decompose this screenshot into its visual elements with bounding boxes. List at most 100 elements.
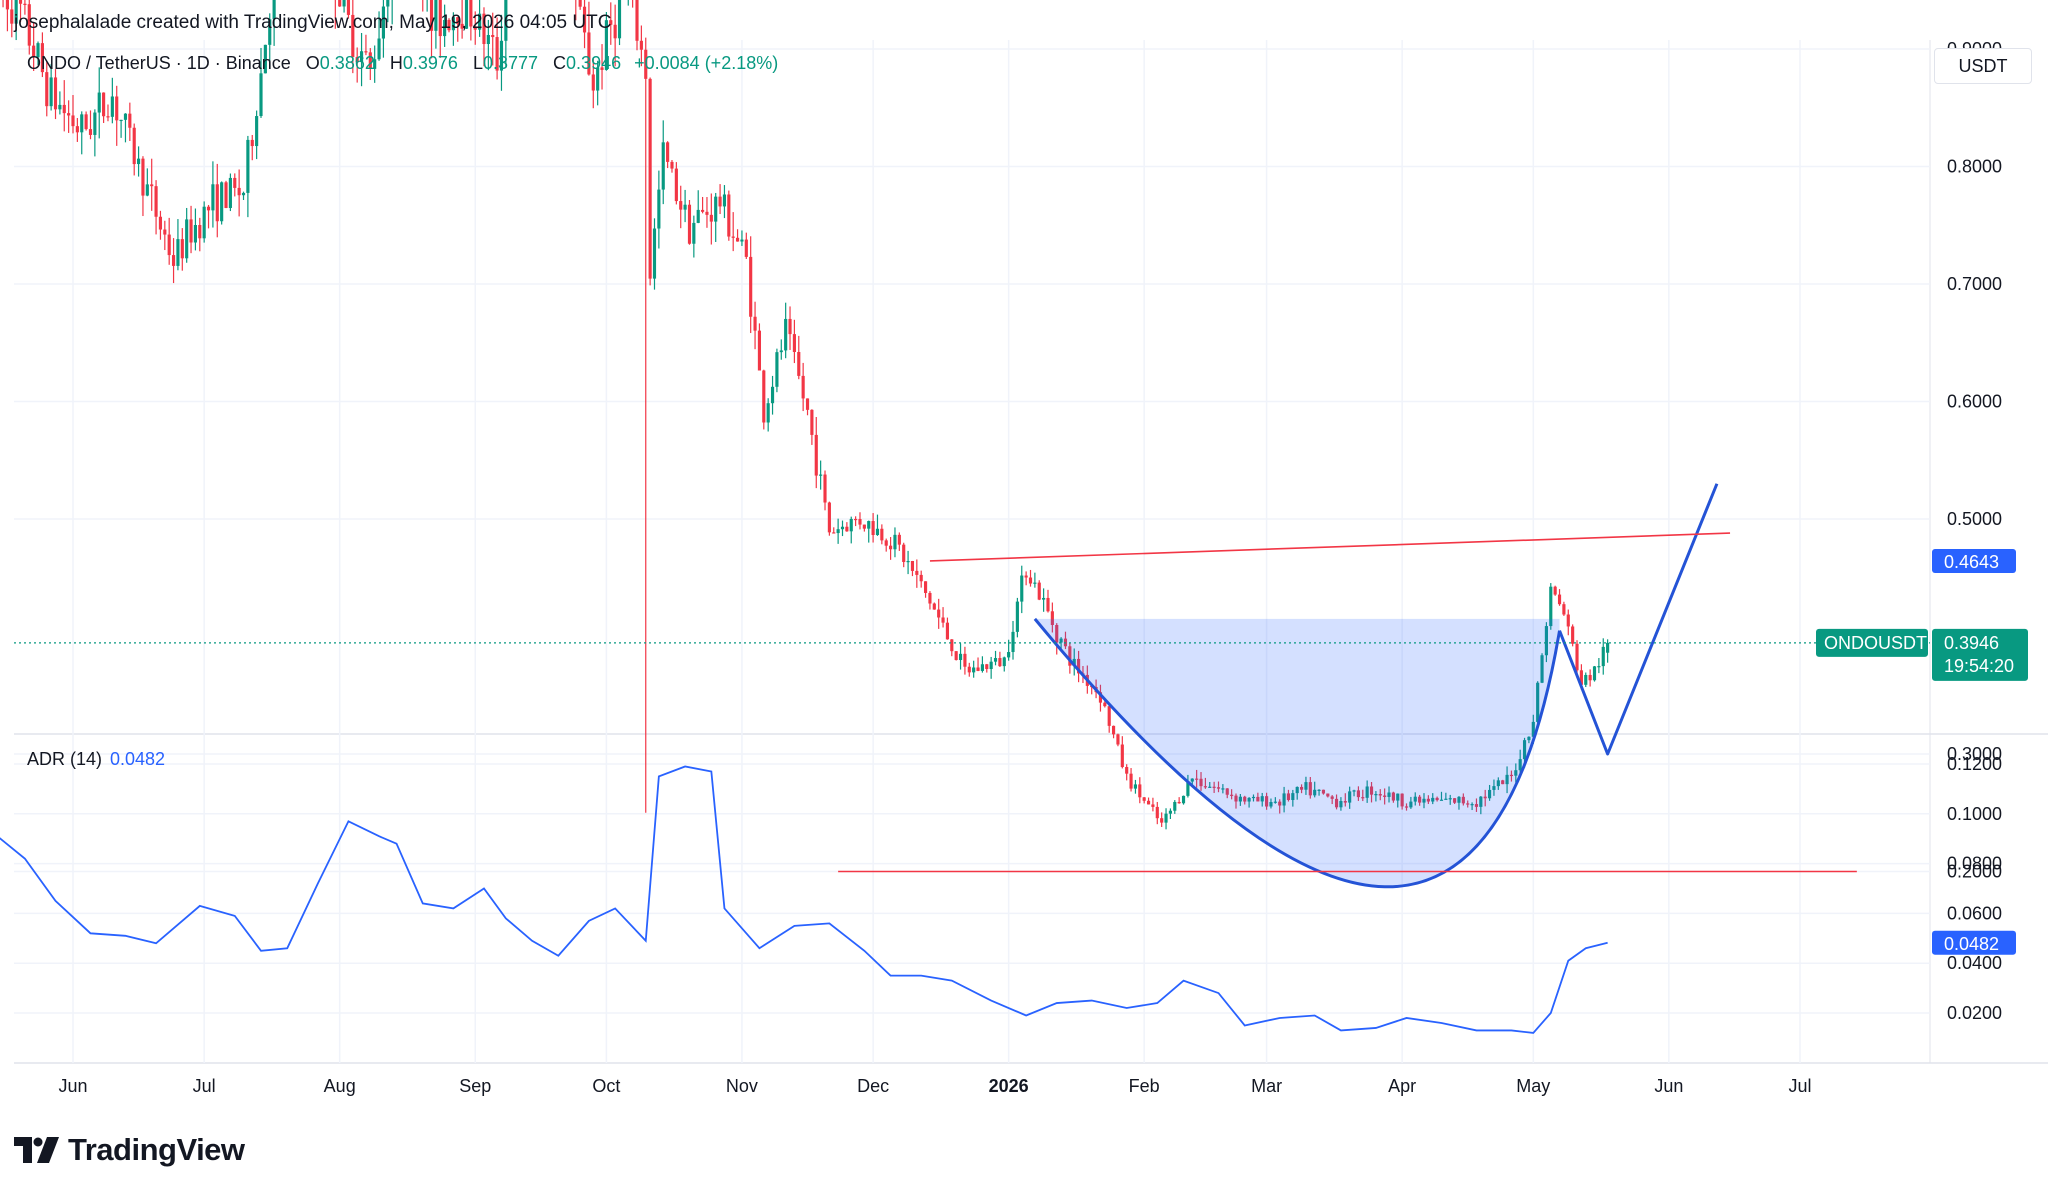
candle-body — [84, 114, 88, 130]
candle-body — [1579, 670, 1583, 685]
adr-name[interactable]: ADR (14) — [27, 749, 103, 769]
candle-body — [1308, 782, 1312, 796]
resistance-price-tag — [1932, 548, 2016, 573]
candle-body — [1046, 597, 1050, 612]
candle-body — [1168, 810, 1172, 814]
candle-body — [482, 13, 486, 45]
candle-body — [259, 73, 263, 117]
candle-body — [1404, 806, 1409, 808]
candle-body — [788, 318, 792, 335]
tradingview-logo[interactable]: TradingView — [14, 1132, 245, 1168]
candle-body — [464, 0, 469, 29]
adr-last-value: 0.0482 — [1944, 934, 1999, 954]
candle-body — [906, 560, 910, 563]
candle-body — [801, 375, 805, 399]
candle-body — [1068, 646, 1072, 666]
candle-body — [202, 206, 206, 239]
candle-body — [1173, 801, 1177, 811]
symbol-name[interactable]: ONDO / TetherUS · 1D · Binance — [27, 53, 291, 73]
candle-body — [749, 256, 753, 317]
candle-body — [757, 330, 762, 371]
tradingview-logo-icon — [14, 1137, 59, 1163]
candle-body — [342, 0, 346, 7]
candle-body — [58, 104, 62, 110]
candle-body — [1527, 736, 1531, 741]
candle-body — [1488, 789, 1492, 799]
candle-body — [880, 528, 884, 541]
candle-body — [1396, 793, 1400, 801]
candle-body — [1138, 784, 1142, 798]
candle-body — [495, 37, 499, 71]
candle-body — [735, 237, 740, 242]
candle-body — [823, 474, 827, 503]
candle-body — [648, 78, 652, 279]
candle-body — [727, 194, 731, 237]
candle-body — [1540, 655, 1544, 683]
candle-body — [429, 0, 434, 31]
candle-body — [268, 19, 272, 45]
candle-body — [1037, 582, 1041, 600]
candle-body — [128, 113, 132, 128]
candle-body — [1304, 782, 1308, 790]
candle-body — [386, 0, 390, 7]
low-value: 0.3777 — [482, 53, 539, 73]
candle-body — [639, 40, 643, 50]
candle-body — [1313, 789, 1317, 796]
candle-body — [171, 255, 176, 266]
candle-body — [443, 19, 447, 37]
x-tick-label: 2026 — [989, 1076, 1029, 1096]
candle-body — [1238, 796, 1242, 802]
candle-body — [75, 126, 79, 133]
candle-body — [893, 534, 897, 550]
candle-body — [1120, 744, 1124, 768]
candle-body — [1077, 658, 1081, 674]
candle-body — [198, 225, 202, 239]
candle-body — [1400, 793, 1404, 807]
candle-body — [775, 352, 779, 387]
adr-tick-label: 0.0200 — [1947, 1003, 2002, 1023]
candle-body — [1448, 798, 1452, 800]
candle-body — [1352, 790, 1356, 792]
price-tick-label: 0.7000 — [1947, 274, 2002, 294]
candle-body — [1212, 786, 1216, 788]
x-tick-label: Feb — [1129, 1076, 1160, 1096]
candle-body — [889, 545, 893, 550]
candle-body — [1216, 787, 1221, 789]
candle-body — [176, 239, 180, 266]
candle-body — [967, 666, 971, 673]
candle-body — [1549, 586, 1553, 627]
candle-body — [272, 0, 276, 20]
candle-body — [23, 3, 27, 5]
candle-body — [1269, 801, 1273, 807]
candle-body — [504, 0, 508, 41]
candle-body — [1383, 795, 1387, 797]
open-value: 0.3862 — [319, 53, 375, 73]
currency-button[interactable]: USDT — [1934, 48, 2032, 84]
candle-body — [1361, 797, 1365, 799]
candle-body — [1230, 794, 1234, 796]
candle-body — [211, 184, 215, 211]
candle-body — [1343, 801, 1347, 803]
close-label: C — [553, 53, 567, 73]
close-value: 0.3946 — [566, 53, 622, 73]
candle-body — [119, 119, 123, 122]
x-tick-label: Jun — [58, 1076, 87, 1096]
price-tick-label: 0.2000 — [1947, 862, 2002, 882]
candle-body — [377, 38, 381, 60]
candle-body — [770, 386, 775, 404]
cup-fill — [1034, 618, 1560, 887]
candle-body — [1125, 767, 1129, 774]
candle-body — [215, 184, 219, 222]
candle-body — [451, 17, 455, 31]
candle-body — [1181, 795, 1186, 804]
candle-body — [368, 52, 372, 69]
candle-body — [167, 234, 171, 256]
candle-body — [1330, 796, 1334, 799]
resistance-price-value: 0.4643 — [1944, 552, 1999, 572]
candle-body — [849, 518, 853, 532]
candle-body — [132, 127, 136, 165]
candle-body — [884, 540, 888, 546]
candle-body — [246, 139, 250, 193]
candle-body — [1557, 594, 1562, 605]
candle-body — [1571, 626, 1575, 644]
